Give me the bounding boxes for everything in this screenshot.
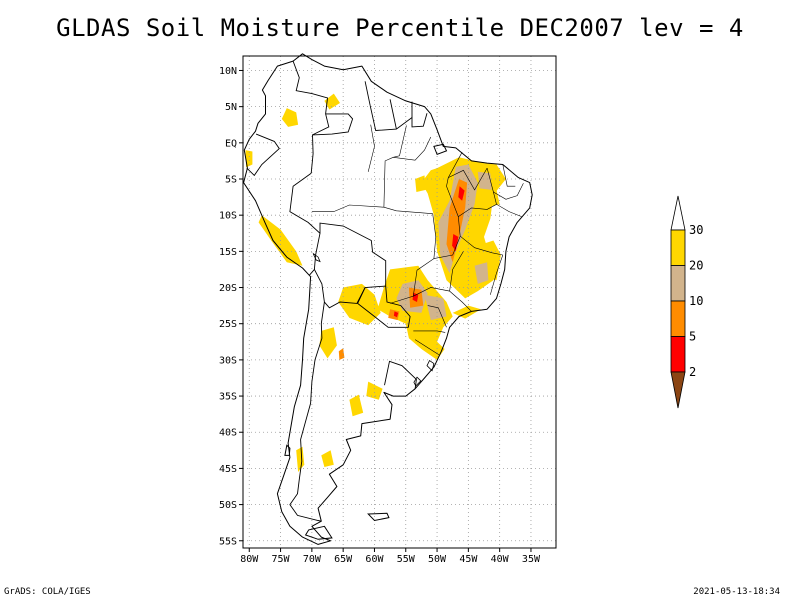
state-border <box>502 164 516 187</box>
anomaly-region-20_30 <box>366 381 383 400</box>
footer-credit: GrADS: COLA/IGES <box>4 587 91 597</box>
state-border <box>383 125 407 208</box>
anomaly-region-2_5 <box>412 292 419 302</box>
anomaly-region-2_5 <box>393 311 399 318</box>
state-border <box>427 305 447 328</box>
state-border <box>490 254 504 295</box>
colorbar-label: 30 <box>689 223 703 237</box>
anomaly-region-20_30 <box>377 265 453 360</box>
colorbar-label: 5 <box>689 330 696 344</box>
colorbar-segment-below-2 <box>670 371 686 409</box>
lat-tick-label: EQ <box>225 138 237 149</box>
anomaly-region-10_20 <box>474 262 489 284</box>
lon-tick-label: 45W <box>459 554 478 565</box>
map-outlines <box>243 53 533 545</box>
map-title: GLDAS Soil Moisture Percentile DEC2007 l… <box>56 14 744 42</box>
island-outline <box>433 143 448 156</box>
anomaly-region-20_30 <box>480 189 500 208</box>
lat-tick-label: 10S <box>219 211 237 222</box>
colorbar-segment-20_30 <box>670 229 686 266</box>
anomaly-region-20_30 <box>319 327 337 359</box>
anomaly-region-20_30 <box>245 150 253 168</box>
lat-tick-label: 15S <box>219 247 237 258</box>
lon-tick-label: 70W <box>303 554 322 565</box>
country-border <box>246 133 280 177</box>
state-border <box>413 330 446 333</box>
country-border <box>389 99 397 130</box>
lat-tick-label: 50S <box>219 500 237 511</box>
state-border <box>460 235 503 256</box>
lon-tick-label: 80W <box>240 554 259 565</box>
lon-tick-label: 75W <box>272 554 291 565</box>
anomaly-region-20_30 <box>452 305 481 319</box>
anomaly-region-10_20 <box>477 171 492 190</box>
state-border <box>367 124 375 172</box>
anomaly-region-2_5 <box>458 186 465 201</box>
country-border <box>289 172 321 276</box>
country-border <box>369 105 428 131</box>
state-border <box>390 213 437 304</box>
lat-tick-label: 30S <box>219 355 237 366</box>
colorbar-segment-above-30 <box>670 195 686 231</box>
footer-timestamp: 2021-05-13-18:34 <box>693 587 780 597</box>
state-border <box>493 183 524 200</box>
lon-tick-label: 40W <box>491 554 510 565</box>
lat-tick-label: 40S <box>219 428 237 439</box>
colorbar-segment-2_5 <box>670 336 686 373</box>
anomaly-region-20_30 <box>321 450 334 467</box>
colorbar-label: 20 <box>689 259 703 273</box>
state-border <box>448 167 488 191</box>
lat-tick-label: 5N <box>225 102 237 113</box>
island-outline <box>367 512 390 522</box>
anomaly-layer <box>245 93 506 472</box>
country-border <box>314 222 387 309</box>
anomaly-region-2_5 <box>452 234 459 252</box>
state-border <box>311 204 433 214</box>
coastline <box>243 53 533 545</box>
lat-tick-label: 45S <box>219 464 237 475</box>
lake-outline <box>426 360 435 372</box>
colorbar: 2 5 10 20 30 <box>670 195 703 409</box>
state-border <box>449 290 472 312</box>
lon-tick-label: 55W <box>397 554 416 565</box>
anomaly-region-5_10 <box>338 348 345 360</box>
anomaly-region-20_30 <box>324 93 340 110</box>
lat-tick-label: 55S <box>219 536 237 547</box>
map-frame <box>242 55 557 549</box>
lat-tick-label: 35S <box>219 392 237 403</box>
anomaly-region-20_30 <box>296 446 305 472</box>
anomaly-region-20_30 <box>349 394 364 417</box>
state-border <box>458 203 522 217</box>
anomaly-region-20_30 <box>281 108 299 127</box>
colorbar-segment-5_10 <box>670 300 686 337</box>
country-border <box>364 81 371 106</box>
lat-tick-label: 25S <box>219 319 237 330</box>
country-border <box>289 301 325 522</box>
island-outline <box>304 525 333 540</box>
lon-tick-label: 60W <box>365 554 384 565</box>
lat-tick-label: 10N <box>219 66 237 77</box>
country-border <box>312 113 354 136</box>
country-border <box>292 60 330 174</box>
anomaly-region-20_30 <box>415 175 426 192</box>
island-outline <box>284 444 291 456</box>
axis-ticks: 10N 5N EQ 5S 10S 15S 20S 25S 30S 35S 40S 45S 50S 55S8… <box>219 66 541 565</box>
colorbar-label: 10 <box>689 294 703 308</box>
lake-outline <box>312 253 321 263</box>
state-border <box>414 339 440 356</box>
anomaly-region-5_10 <box>388 309 400 321</box>
colorbar-label: 2 <box>689 365 696 379</box>
lon-tick-label: 65W <box>334 554 353 565</box>
lat-tick-label: 5S <box>225 175 237 186</box>
state-border <box>393 136 432 161</box>
colorbar-segment-10_20 <box>670 265 686 302</box>
country-border <box>384 360 417 389</box>
lat-tick-label: 20S <box>219 283 237 294</box>
lon-tick-label: 35W <box>522 554 541 565</box>
lon-tick-label: 50W <box>428 554 447 565</box>
